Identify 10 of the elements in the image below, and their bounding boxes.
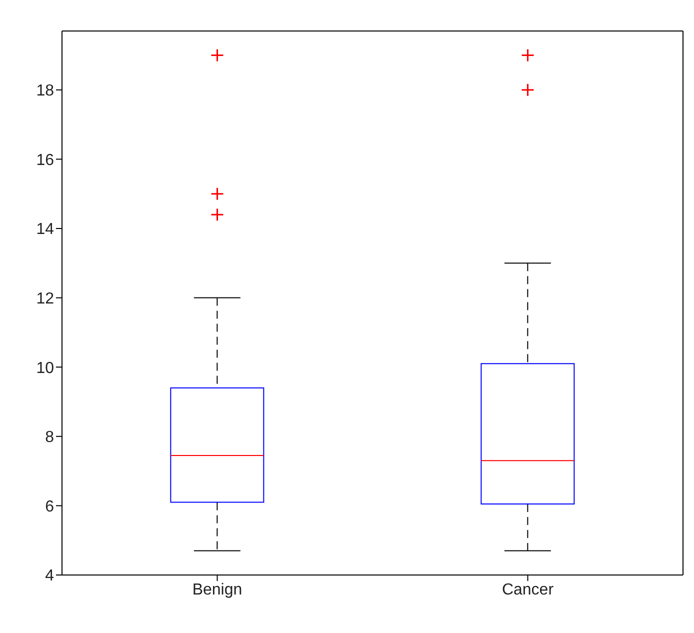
x-tick-label: Cancer [502, 581, 554, 598]
y-tick-label: 12 [36, 290, 54, 308]
y-tick-label: 4 [45, 568, 54, 585]
y-tick-label: 10 [36, 360, 54, 377]
y-tick-label: 18 [36, 82, 54, 100]
x-tick-label: Benign [192, 581, 242, 598]
y-tick-label: 6 [45, 498, 54, 516]
y-tick-label: 8 [45, 429, 54, 446]
y-tick-label: 14 [36, 221, 54, 238]
y-tick-label: 16 [36, 152, 54, 169]
